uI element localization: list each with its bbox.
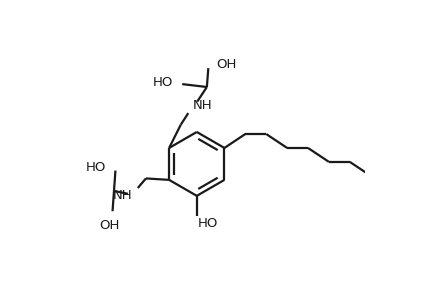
Text: HO: HO — [153, 76, 173, 89]
Text: HO: HO — [198, 217, 219, 230]
Text: NH: NH — [113, 189, 133, 202]
Text: HO: HO — [86, 161, 106, 174]
Text: OH: OH — [99, 219, 120, 232]
Text: OH: OH — [216, 58, 237, 71]
Text: NH: NH — [193, 99, 213, 112]
